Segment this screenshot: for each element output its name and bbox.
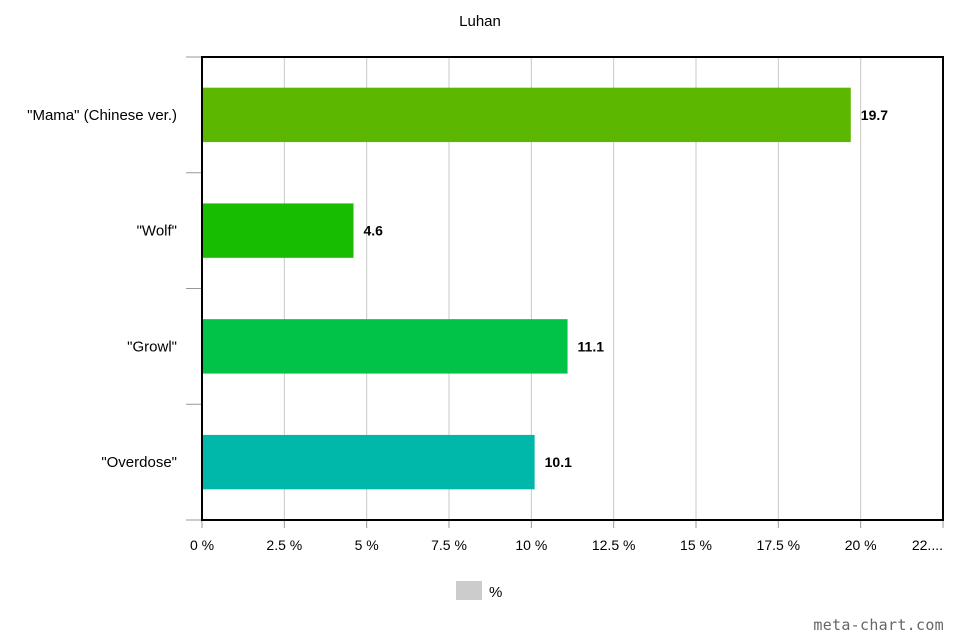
x-tick-label: 20 % bbox=[845, 537, 877, 553]
x-tick-label: 7.5 % bbox=[431, 537, 467, 553]
x-tick-label: 0 % bbox=[190, 537, 214, 553]
category-label: "Growl" bbox=[127, 338, 177, 355]
x-tick-label: 2.5 % bbox=[266, 537, 302, 553]
category-label: "Overdose" bbox=[101, 454, 177, 471]
data-label: 4.6 bbox=[363, 223, 383, 239]
bar bbox=[202, 203, 354, 258]
x-axis-ticks: 0 % 2.5 % 5 % 7.5 % 10 % 12.5 % 15 % 17.5 % 20 %… bbox=[190, 520, 944, 553]
legend-label: % bbox=[489, 584, 502, 601]
watermark: meta-chart.com bbox=[813, 616, 944, 634]
data-label: 11.1 bbox=[578, 338, 605, 354]
x-tick-label: 12.5 % bbox=[592, 537, 636, 553]
bar bbox=[202, 87, 851, 143]
plot-frame bbox=[201, 56, 944, 521]
x-tick-label: 5 % bbox=[355, 537, 379, 553]
legend: % bbox=[456, 581, 502, 601]
bar bbox=[202, 319, 568, 374]
x-tick-label: 10 % bbox=[515, 537, 547, 553]
chart-title: Luhan bbox=[459, 13, 501, 30]
data-label: 10.1 bbox=[545, 454, 572, 470]
x-tick-label: 15 % bbox=[680, 537, 712, 553]
category-labels: "Mama" (Chinese ver.) "Wolf" "Growl" "Overd… bbox=[27, 56, 202, 521]
category-label: "Wolf" bbox=[137, 223, 177, 240]
bar bbox=[202, 434, 535, 490]
bars: 19.7 4.6 11.1 10.1 bbox=[202, 87, 888, 490]
data-label: 19.7 bbox=[861, 107, 888, 123]
x-tick-label: 22.... bbox=[912, 537, 943, 553]
x-tick-label: 17.5 % bbox=[757, 537, 801, 553]
legend-swatch bbox=[456, 581, 482, 600]
category-label: "Mama" (Chinese ver.) bbox=[27, 107, 177, 124]
